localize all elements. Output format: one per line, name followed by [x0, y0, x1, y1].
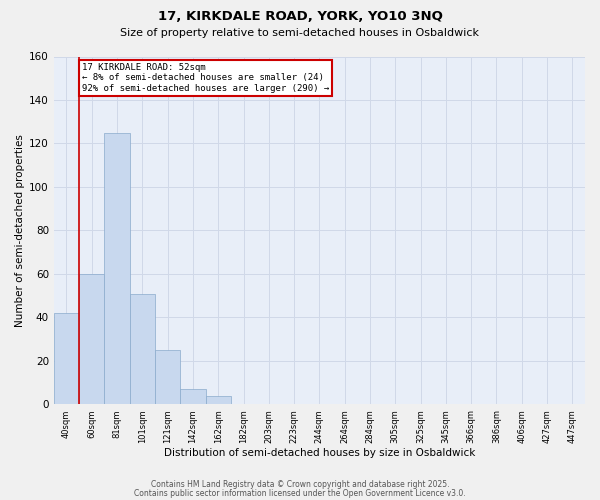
Bar: [206, 396, 231, 404]
Y-axis label: Number of semi-detached properties: Number of semi-detached properties: [15, 134, 25, 327]
Text: 17 KIRKDALE ROAD: 52sqm
← 8% of semi-detached houses are smaller (24)
92% of sem: 17 KIRKDALE ROAD: 52sqm ← 8% of semi-det…: [82, 63, 329, 93]
Text: 17, KIRKDALE ROAD, YORK, YO10 3NQ: 17, KIRKDALE ROAD, YORK, YO10 3NQ: [158, 10, 442, 23]
X-axis label: Distribution of semi-detached houses by size in Osbaldwick: Distribution of semi-detached houses by …: [164, 448, 475, 458]
Bar: [79, 274, 104, 404]
Bar: [104, 132, 130, 404]
Text: Size of property relative to semi-detached houses in Osbaldwick: Size of property relative to semi-detach…: [121, 28, 479, 38]
Text: Contains HM Land Registry data © Crown copyright and database right 2025.: Contains HM Land Registry data © Crown c…: [151, 480, 449, 489]
Bar: [54, 313, 79, 404]
Bar: [130, 294, 155, 405]
Text: Contains public sector information licensed under the Open Government Licence v3: Contains public sector information licen…: [134, 488, 466, 498]
Bar: [180, 389, 206, 404]
Bar: [155, 350, 180, 405]
